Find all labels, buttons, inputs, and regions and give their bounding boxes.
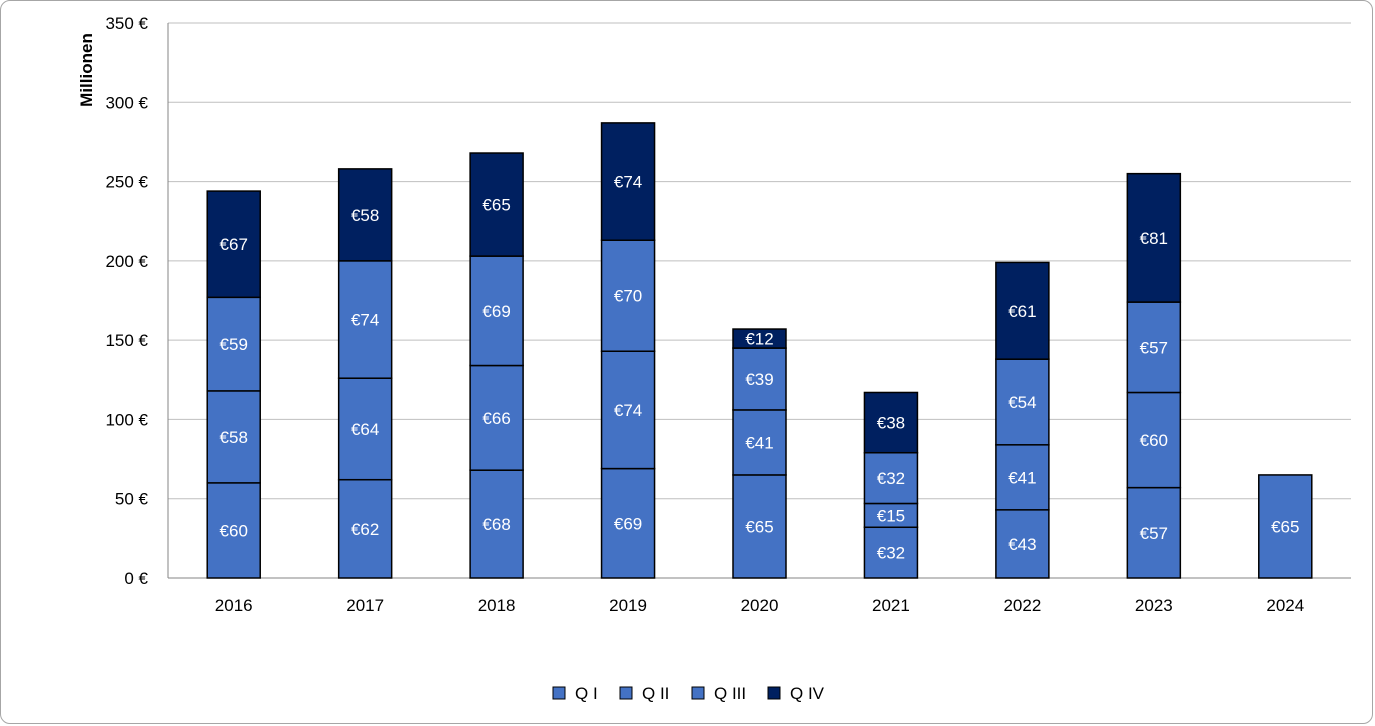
data-label: €69 (614, 514, 642, 533)
x-tick-label: 2022 (1003, 596, 1041, 615)
data-label: €67 (220, 235, 248, 254)
data-label: €41 (745, 433, 773, 452)
data-label: €57 (1140, 524, 1168, 543)
data-label: €74 (614, 173, 642, 192)
bar-segment (600, 467, 656, 579)
legend-swatch (767, 686, 781, 700)
data-label: €65 (1271, 517, 1299, 536)
bars (206, 122, 1313, 579)
data-label: €62 (351, 520, 379, 539)
y-tick-label: 150 € (105, 331, 148, 350)
bar-segment (863, 451, 919, 505)
bar-segment (337, 478, 393, 579)
x-tick-label: 2021 (872, 596, 910, 615)
x-tick-label: 2018 (478, 596, 516, 615)
x-tick-label: 2019 (609, 596, 647, 615)
bar-segment (206, 482, 261, 579)
data-label: €54 (1008, 393, 1036, 412)
data-labels: €60 €58 €59 €67 €62 €64 €74 €58 €68 €66 €69 €65 €69 €… (220, 173, 1300, 563)
bar-segment (863, 526, 919, 579)
bar-segment (1126, 172, 1182, 303)
y-tick-label: 300 € (105, 93, 148, 112)
legend-label: Q IV (790, 684, 825, 703)
data-label: €60 (220, 521, 248, 540)
legend-swatch (619, 686, 633, 700)
bar-segment (469, 469, 524, 579)
legend-swatch (552, 686, 566, 700)
bar-segment (732, 328, 787, 349)
data-label: €59 (220, 335, 248, 354)
y-axis-title: Millionen (77, 33, 96, 107)
data-label: €64 (351, 420, 379, 439)
data-label: €39 (745, 370, 773, 389)
data-label: €74 (351, 311, 379, 330)
data-label: €74 (614, 401, 642, 420)
bar-segment (469, 152, 524, 257)
bar-segment (863, 391, 919, 454)
bar-segment (337, 260, 393, 379)
bar-segment (995, 261, 1050, 360)
bar-segment (337, 377, 393, 481)
data-label: €66 (482, 409, 510, 428)
data-label: €65 (482, 196, 510, 215)
data-label: €58 (220, 428, 248, 447)
bar-segment (337, 168, 393, 262)
legend-label: Q II (642, 684, 669, 703)
y-tick-label: 200 € (105, 252, 148, 271)
bar-segment (206, 190, 261, 299)
data-label: €69 (482, 302, 510, 321)
bar-segment (600, 239, 656, 352)
x-tick-label: 2017 (346, 596, 384, 615)
bar-segment (469, 364, 524, 471)
data-label: €61 (1008, 302, 1036, 321)
data-label: €60 (1140, 431, 1168, 450)
bar-segment (995, 509, 1050, 579)
data-label: €38 (877, 414, 905, 433)
data-label: €65 (745, 517, 773, 536)
data-label: €81 (1140, 229, 1168, 248)
bar-segment (995, 358, 1050, 446)
bar-segment (1126, 486, 1182, 579)
y-tick-label: 50 € (115, 490, 149, 509)
data-label: €57 (1140, 338, 1168, 357)
data-label: €12 (745, 330, 773, 349)
legend-swatch (691, 686, 705, 700)
data-label: €68 (482, 515, 510, 534)
bar-segment (206, 390, 261, 484)
y-tick-label: 0 € (124, 569, 148, 588)
x-tick-label: 2020 (741, 596, 779, 615)
bar-segment (600, 122, 656, 241)
y-tick-label: 350 € (105, 14, 148, 33)
data-label: €43 (1008, 535, 1036, 554)
data-label: €41 (1008, 468, 1036, 487)
data-label: €58 (351, 206, 379, 225)
data-label: €32 (877, 544, 905, 563)
bar-segment (206, 296, 261, 392)
bar-segment (1258, 474, 1313, 579)
data-label: €15 (877, 506, 905, 525)
legend: Q I Q II Q III Q IV (552, 684, 825, 703)
y-tick-label: 100 € (105, 410, 148, 429)
legend-label: Q I (575, 684, 598, 703)
bar-segment (995, 444, 1050, 511)
bar-segment (732, 474, 787, 579)
legend-label: Q III (714, 684, 746, 703)
x-tick-label: 2023 (1135, 596, 1173, 615)
y-tick-label: 250 € (105, 173, 148, 192)
data-label: €70 (614, 287, 642, 306)
x-tick-label: 2024 (1266, 596, 1304, 615)
bar-segment (600, 350, 656, 470)
data-label: €32 (877, 469, 905, 488)
x-tick-label: 2016 (215, 596, 253, 615)
